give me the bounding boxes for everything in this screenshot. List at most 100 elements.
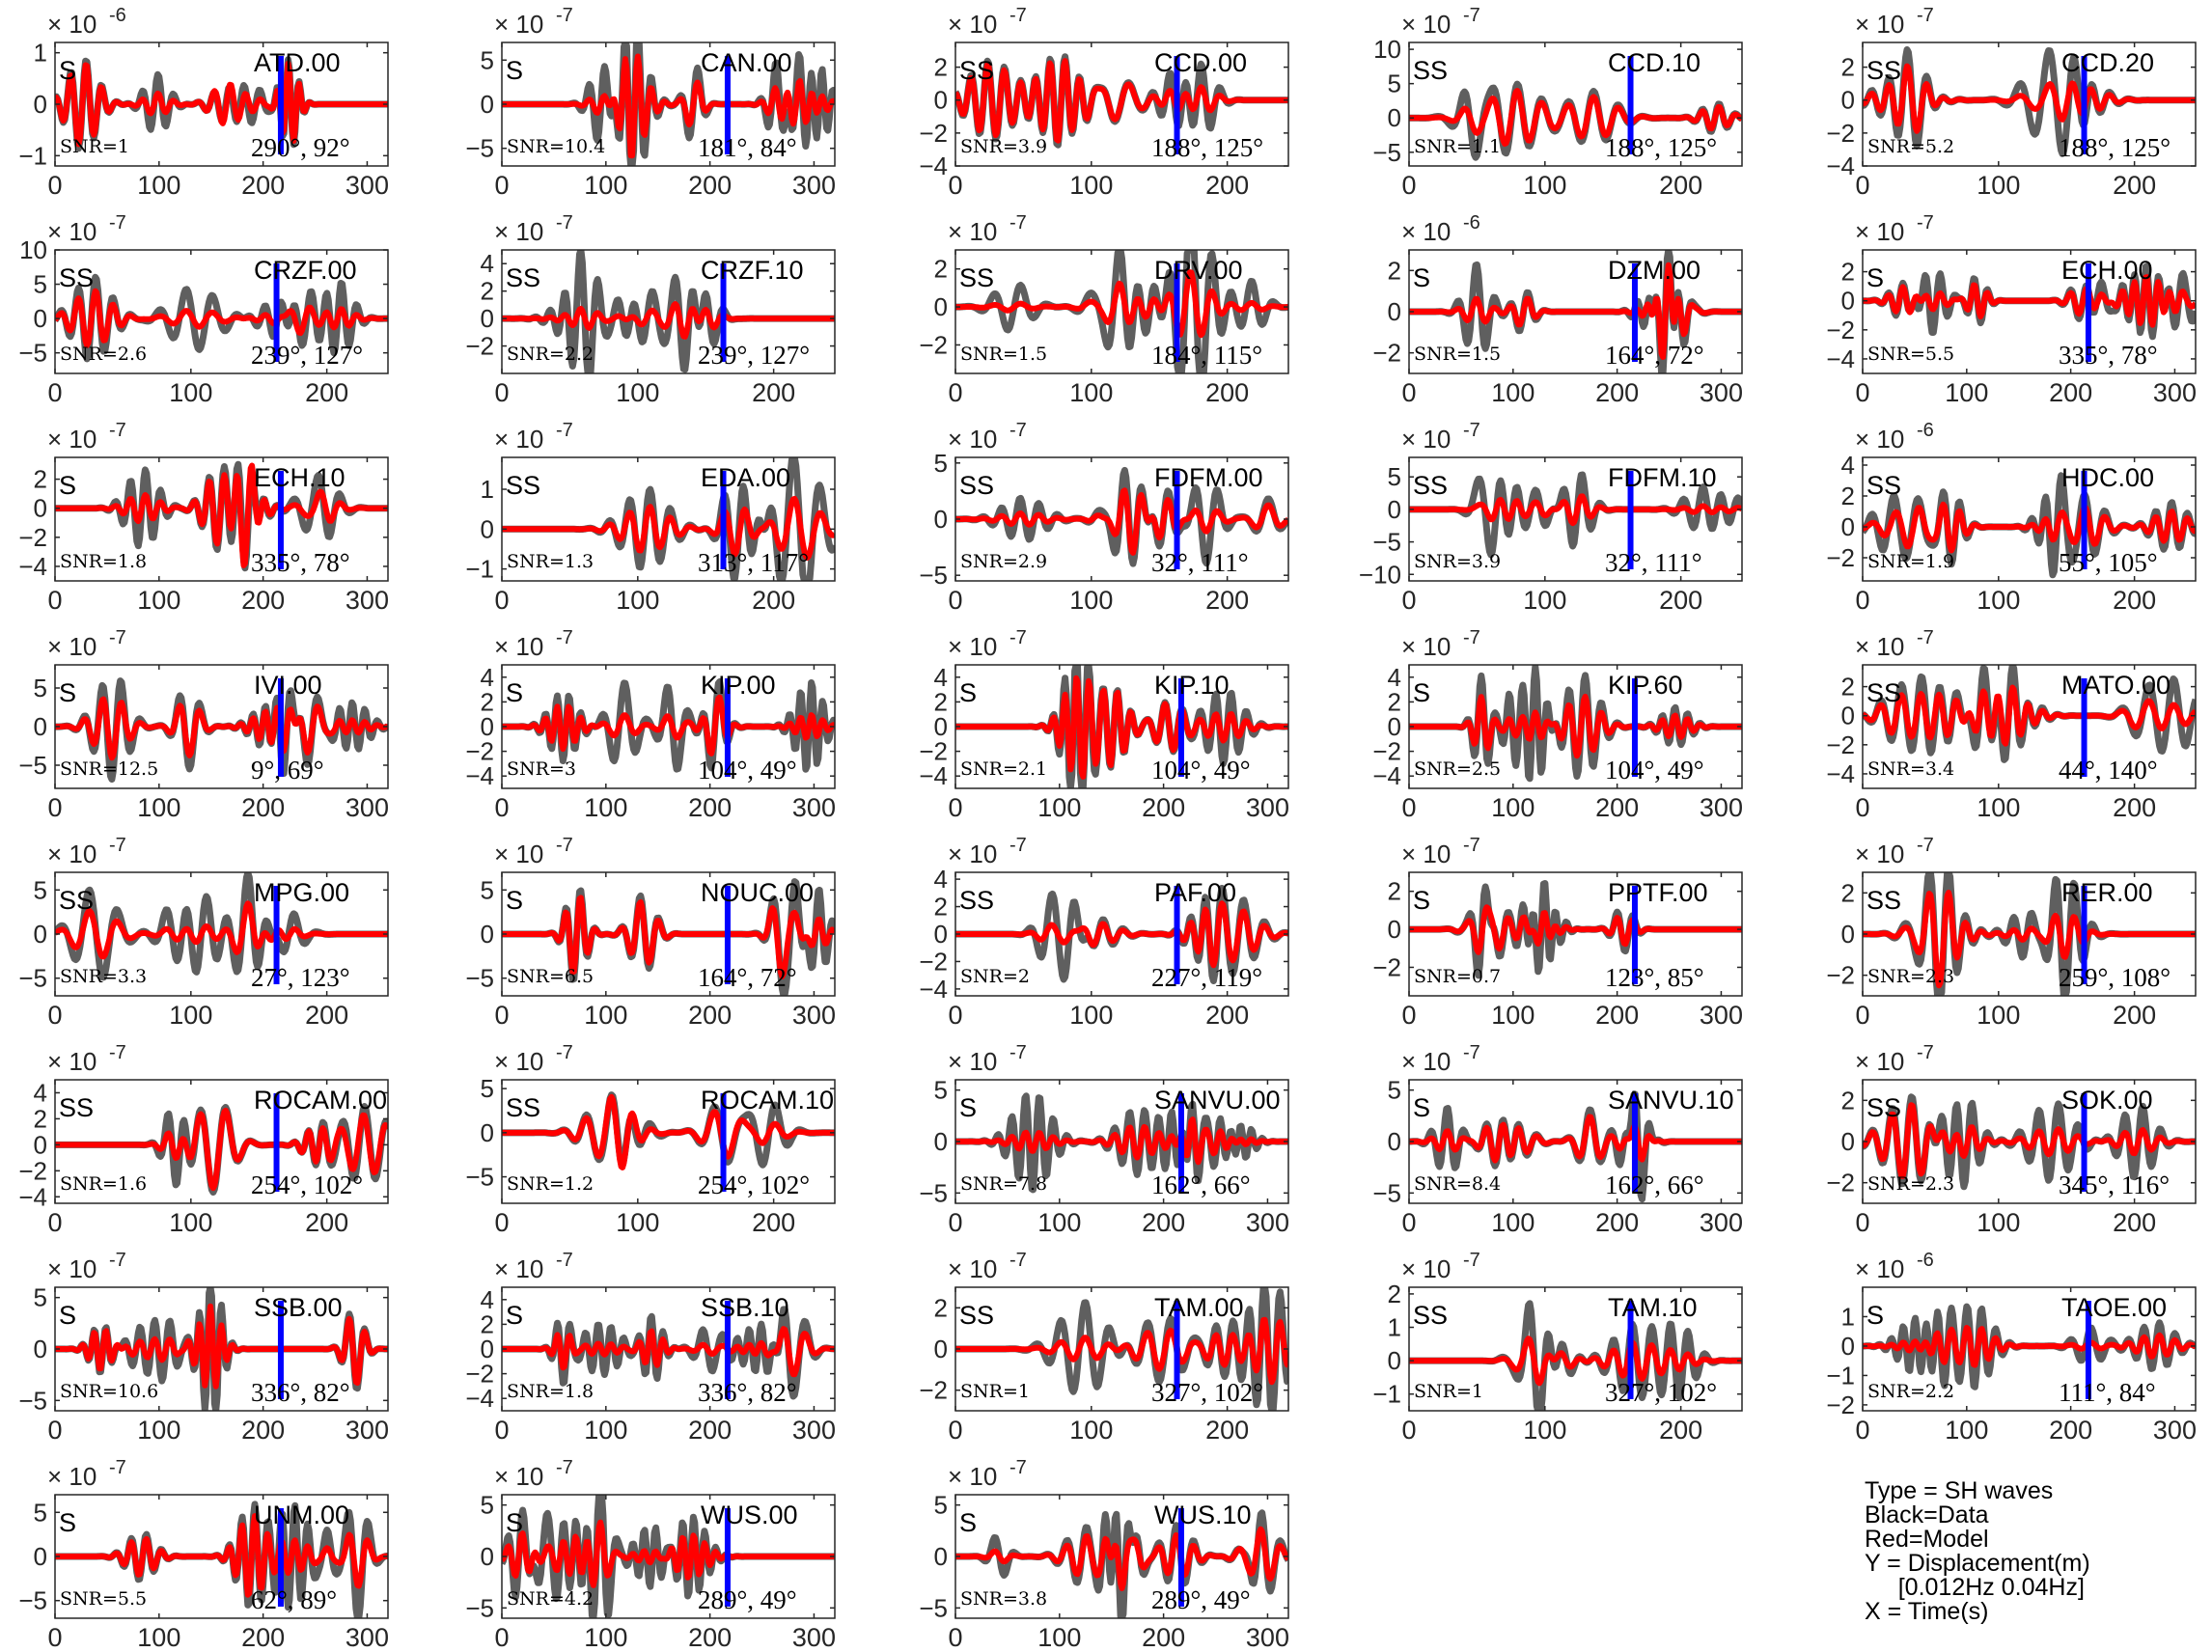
- y-tick-label: 5: [34, 270, 47, 299]
- y-tick-label: 0: [1388, 1127, 1401, 1156]
- exponent-value: -7: [556, 627, 573, 648]
- y-tick-label: 5: [34, 1498, 47, 1527]
- exponent-label: × 10: [1401, 1047, 1451, 1076]
- x-tick-label: 100: [1977, 1208, 2020, 1237]
- angle-label: 32°, 111°: [1605, 548, 1702, 577]
- exponent-value: -7: [1917, 5, 1934, 26]
- y-tick-label: −2: [919, 947, 948, 976]
- model-trace: [1409, 693, 1742, 759]
- angle-label: 164°, 72°: [698, 963, 797, 992]
- x-tick-label: 200: [688, 171, 732, 200]
- x-tick-label: 0: [948, 586, 962, 615]
- y-tick-label: 0: [481, 1335, 494, 1363]
- y-tick-label: 2: [1841, 53, 1855, 82]
- x-tick-label: 0: [494, 378, 509, 407]
- model-trace: [1409, 88, 1742, 147]
- station-label: ROCAM.00: [254, 1086, 387, 1115]
- y-tick-label: −2: [1826, 543, 1855, 572]
- axes-box: [54, 456, 389, 582]
- x-tick-label: 100: [1037, 1208, 1081, 1237]
- x-tick-label: 100: [616, 1208, 659, 1237]
- x-tick-label: 0: [47, 793, 62, 822]
- y-tick-label: −1: [18, 141, 47, 170]
- x-tick-label: 0: [47, 1623, 62, 1652]
- model-trace: [55, 60, 388, 148]
- x-tick-label: 200: [1595, 1208, 1639, 1237]
- station-label: ECH.00: [2061, 256, 2153, 285]
- x-tick-label: 200: [2113, 1208, 2156, 1237]
- phase-label: SS: [59, 886, 94, 915]
- angle-label: 123°, 85°: [1605, 963, 1704, 992]
- y-tick-label: −2: [1372, 737, 1401, 766]
- y-tick-label: 4: [934, 663, 948, 692]
- x-tick-label: 300: [792, 171, 836, 200]
- y-tick-label: 0: [34, 90, 47, 119]
- x-tick-label: 100: [1491, 1001, 1535, 1030]
- y-tick-label: 2: [934, 1293, 948, 1322]
- x-tick-label: 200: [305, 1208, 348, 1237]
- x-tick-label: 100: [584, 1416, 627, 1445]
- snr-label: SNR=5.5: [60, 1588, 147, 1610]
- phase-label: S: [506, 886, 523, 915]
- exponent-label: × 10: [494, 840, 543, 868]
- y-tick-label: 0: [34, 304, 47, 333]
- x-tick-label: 100: [137, 171, 180, 200]
- snr-label: SNR=1: [1414, 1381, 1483, 1402]
- x-tick-label: 300: [2153, 1416, 2197, 1445]
- exponent-value: -7: [1463, 835, 1480, 856]
- station-label: PAF.00: [1154, 878, 1236, 907]
- phase-label: S: [506, 56, 523, 85]
- x-tick-label: 0: [47, 586, 62, 615]
- axes-box: [501, 456, 836, 582]
- snr-label: SNR=12.5: [60, 758, 158, 780]
- angle-label: 9°, 69°: [251, 756, 324, 785]
- angle-label: 55°, 105°: [2059, 548, 2158, 577]
- y-tick-label: 4: [1841, 451, 1855, 480]
- y-tick-label: −2: [919, 119, 948, 148]
- x-tick-label: 100: [1523, 1416, 1566, 1445]
- y-tick-label: 2: [1388, 256, 1401, 285]
- station-label: ROCAM.10: [701, 1086, 834, 1115]
- x-tick-label: 100: [169, 1001, 212, 1030]
- x-tick-label: 100: [137, 1623, 180, 1652]
- y-tick-label: 5: [481, 45, 494, 74]
- station-label: DZM.00: [1608, 256, 1700, 285]
- y-tick-label: −4: [465, 761, 494, 790]
- y-tick-label: −2: [465, 332, 494, 361]
- station-label: NOUC.00: [701, 878, 814, 907]
- x-tick-label: 300: [792, 793, 836, 822]
- phase-label: S: [59, 56, 76, 85]
- phase-label: S: [506, 1508, 523, 1537]
- phase-label: SS: [59, 1093, 94, 1122]
- phase-label: S: [59, 1301, 76, 1330]
- model-trace: [955, 1316, 1288, 1386]
- legend-band: [0.012Hz 0.04Hz]: [1865, 1574, 2085, 1601]
- y-tick-label: −2: [465, 737, 494, 766]
- exponent-label: × 10: [1855, 425, 1904, 454]
- exponent-value: -7: [556, 1250, 573, 1271]
- x-tick-label: 100: [137, 1416, 180, 1445]
- snr-label: SNR=6.5: [507, 966, 594, 987]
- exponent-value: -6: [1917, 420, 1934, 441]
- station-label: CCD.00: [1154, 48, 1247, 77]
- exponent-value: -7: [1463, 1250, 1480, 1271]
- model-trace: [1409, 904, 1742, 955]
- model-trace: [55, 1513, 388, 1598]
- station-label: KIP.60: [1608, 671, 1683, 700]
- x-tick-label: 0: [1401, 378, 1416, 407]
- x-tick-label: 0: [47, 171, 62, 200]
- y-tick-label: 0: [1841, 1127, 1855, 1156]
- x-tick-label: 200: [1205, 378, 1249, 407]
- snr-label: SNR=1.8: [507, 1381, 594, 1402]
- model-trace: [502, 53, 835, 159]
- x-tick-label: 100: [169, 1208, 212, 1237]
- model-trace: [55, 900, 388, 960]
- x-tick-label: 200: [688, 1001, 732, 1030]
- x-tick-label: 300: [1700, 378, 1743, 407]
